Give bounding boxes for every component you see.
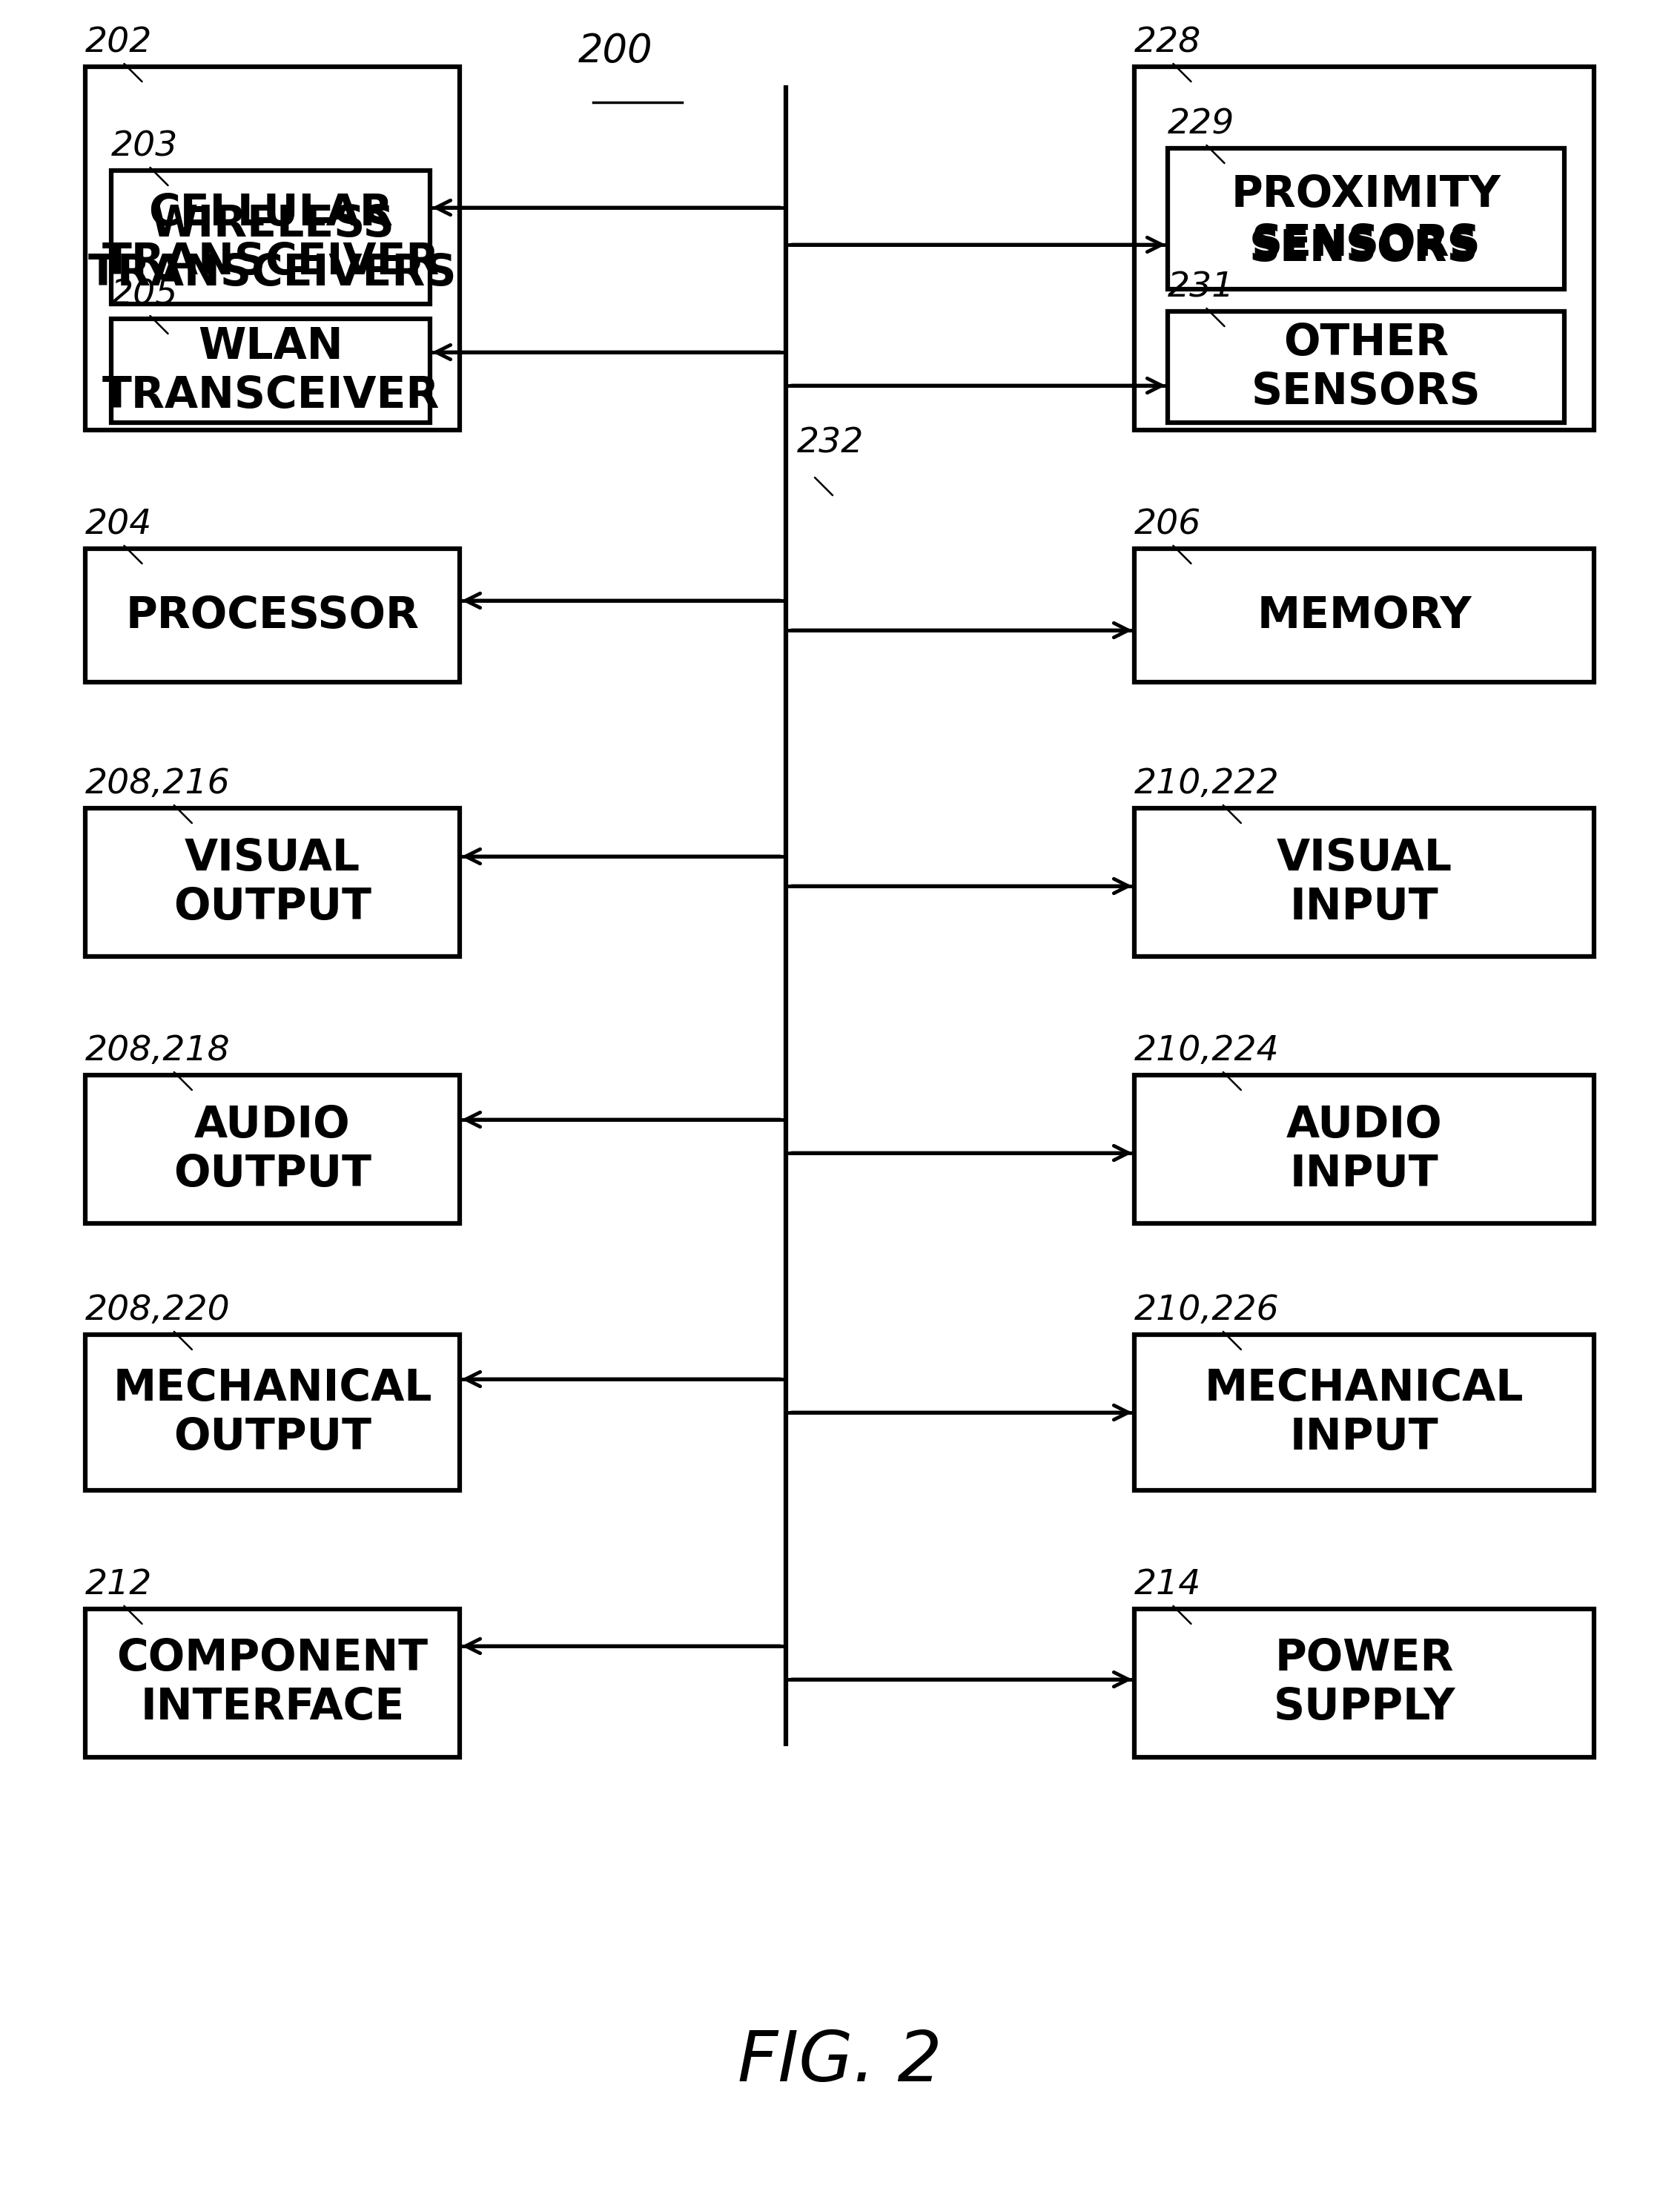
Bar <box>1134 807 1594 957</box>
Text: 210,224: 210,224 <box>1134 1033 1280 1068</box>
Text: 214: 214 <box>1134 1569 1201 1602</box>
Text: SENSORS: SENSORS <box>1250 228 1478 270</box>
Bar <box>1134 66 1594 430</box>
Bar <box>86 1334 460 1490</box>
Text: VISUAL
OUTPUT: VISUAL OUTPUT <box>173 836 371 928</box>
Text: 206: 206 <box>1134 507 1201 542</box>
Text: 228: 228 <box>1134 26 1201 59</box>
Bar <box>86 548 460 682</box>
Text: MECHANICAL
OUTPUT: MECHANICAL OUTPUT <box>113 1367 432 1459</box>
Text: PROCESSOR: PROCESSOR <box>126 595 420 636</box>
Text: 232: 232 <box>796 426 864 461</box>
Bar <box>1134 548 1594 682</box>
Text: MEMORY: MEMORY <box>1257 595 1472 636</box>
Text: AUDIO
OUTPUT: AUDIO OUTPUT <box>173 1104 371 1196</box>
Bar <box>1134 1608 1594 1757</box>
Text: 200: 200 <box>578 33 652 70</box>
Text: 204: 204 <box>86 507 153 542</box>
Bar <box>1168 312 1564 423</box>
Text: 210,222: 210,222 <box>1134 768 1280 801</box>
Text: 212: 212 <box>86 1569 153 1602</box>
Text: AUDIO
INPUT: AUDIO INPUT <box>1287 1104 1441 1196</box>
Text: 203: 203 <box>111 129 178 162</box>
Bar <box>111 318 430 423</box>
Text: 208,216: 208,216 <box>86 768 230 801</box>
Text: POWER
SUPPLY: POWER SUPPLY <box>1273 1637 1455 1729</box>
Bar <box>1134 1334 1594 1490</box>
Bar <box>86 807 460 957</box>
Text: COMPONENT
INTERFACE: COMPONENT INTERFACE <box>116 1637 428 1729</box>
Text: 202: 202 <box>86 26 153 59</box>
Text: 229: 229 <box>1168 108 1235 140</box>
Text: 210,226: 210,226 <box>1134 1294 1280 1327</box>
Text: 208,220: 208,220 <box>86 1294 230 1327</box>
Bar <box>111 171 430 305</box>
Text: MECHANICAL
INPUT: MECHANICAL INPUT <box>1205 1367 1524 1459</box>
Text: OTHER
SENSORS: OTHER SENSORS <box>1252 323 1480 412</box>
Text: FIG. 2: FIG. 2 <box>738 2027 942 2095</box>
Bar <box>86 1608 460 1757</box>
Text: CELLULAR
TRANSCEIVER: CELLULAR TRANSCEIVER <box>102 191 440 283</box>
Bar <box>86 66 460 430</box>
Bar <box>86 1075 460 1224</box>
Bar <box>1168 149 1564 290</box>
Text: 231: 231 <box>1168 270 1235 305</box>
Text: WIRELESS
TRANSCEIVERS: WIRELESS TRANSCEIVERS <box>87 202 457 294</box>
Text: 205: 205 <box>111 279 178 312</box>
Text: 208,218: 208,218 <box>86 1033 230 1068</box>
Text: PROXIMITY
SENSORS: PROXIMITY SENSORS <box>1231 173 1500 263</box>
Text: VISUAL
INPUT: VISUAL INPUT <box>1277 836 1452 928</box>
Text: WLAN
TRANSCEIVER: WLAN TRANSCEIVER <box>102 325 440 417</box>
Bar <box>1134 1075 1594 1224</box>
